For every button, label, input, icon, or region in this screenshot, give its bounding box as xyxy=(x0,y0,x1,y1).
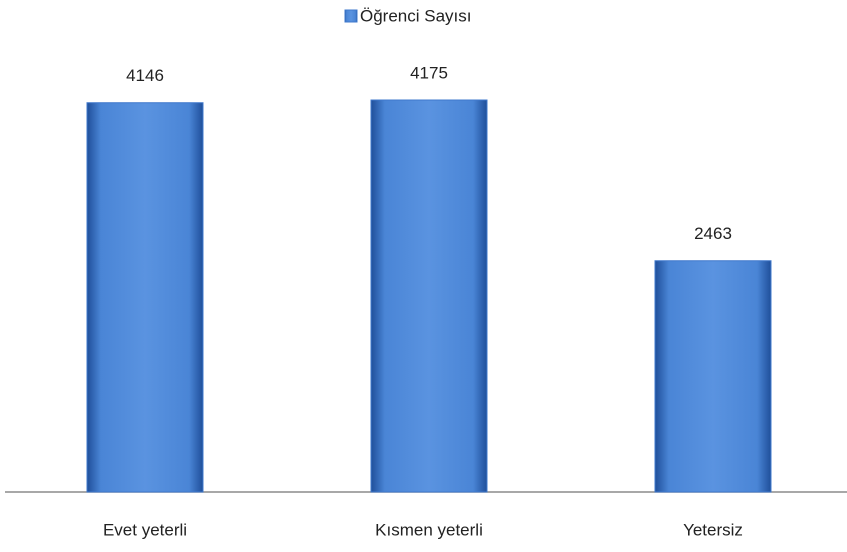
value-label: 4146 xyxy=(126,66,164,85)
x-tick-label: Evet yeterli xyxy=(103,520,187,539)
bar xyxy=(654,260,772,493)
x-tick-label: Kısmen yeterli xyxy=(375,520,483,539)
value-label: 4175 xyxy=(410,63,448,82)
legend-label: Öğrenci Sayısı xyxy=(360,6,472,25)
x-tick-label: Yetersiz xyxy=(683,520,743,539)
bar xyxy=(86,102,204,493)
legend-swatch xyxy=(344,9,358,23)
value-label: 2463 xyxy=(694,224,732,243)
bar xyxy=(370,99,488,493)
